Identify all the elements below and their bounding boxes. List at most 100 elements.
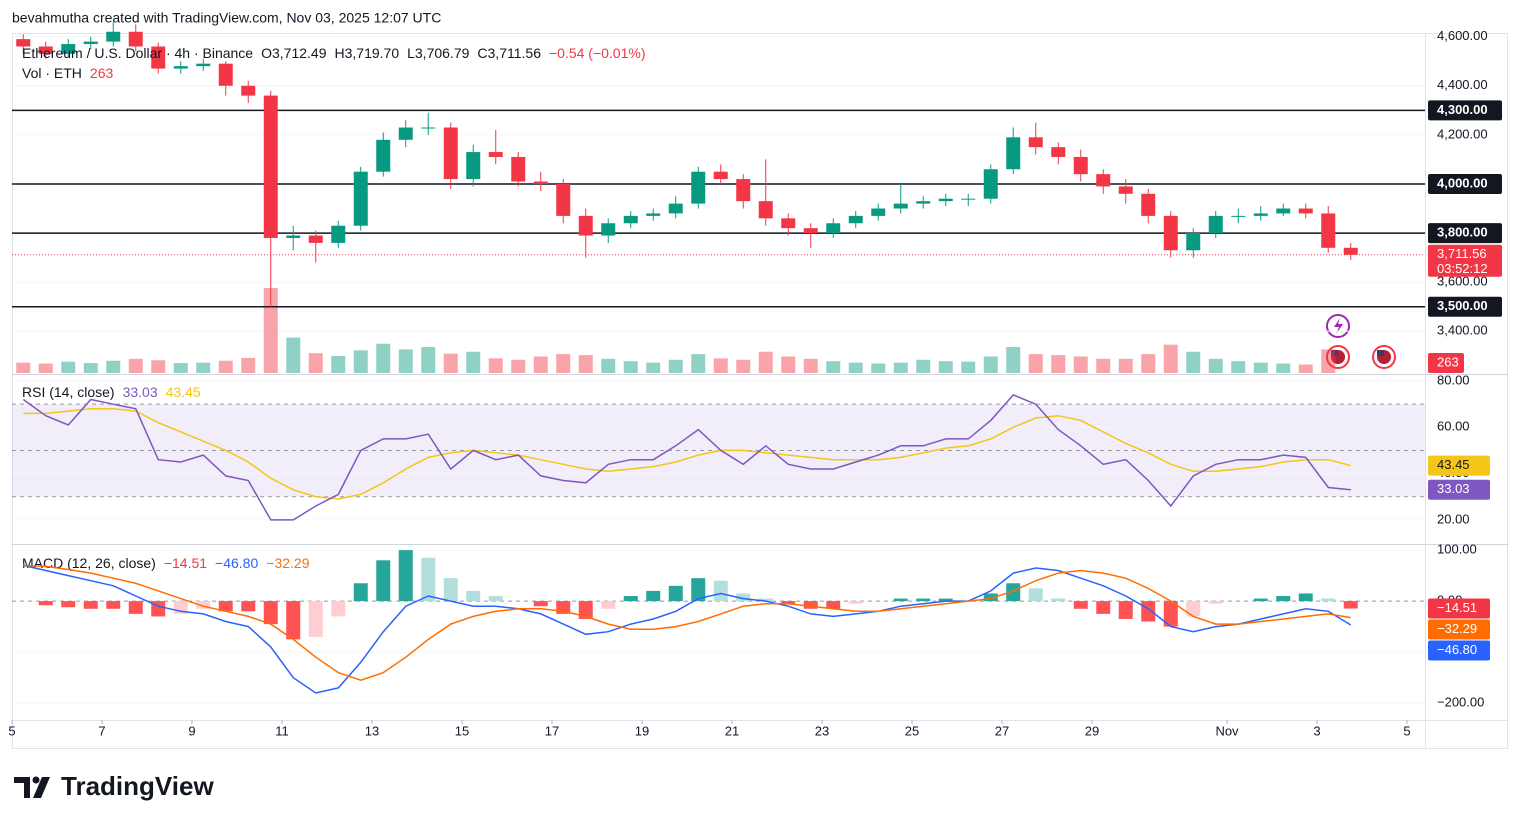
legend-item: O3,712.49 [261, 45, 327, 61]
histogram-bar [1073, 601, 1088, 609]
histogram-bar [421, 557, 436, 602]
volume-bar [196, 362, 211, 373]
volume-bar [893, 362, 908, 373]
candle-body [961, 198, 976, 200]
volume-bar [781, 356, 796, 373]
x-tick-label: 5 [1403, 723, 1410, 738]
indicator-line [23, 564, 1351, 681]
histogram-bar [1343, 601, 1358, 609]
candle-body [1096, 174, 1111, 187]
legend-item: 263 [90, 65, 114, 81]
volume-bar [1073, 356, 1088, 373]
legend-value: 33.03 [123, 384, 158, 400]
histogram-bar [646, 590, 661, 602]
volume-bar [983, 356, 998, 373]
histogram-bar [1006, 583, 1021, 602]
histogram-bar [916, 598, 931, 602]
histogram-bar [466, 590, 481, 602]
volume-bar [578, 355, 593, 373]
legend-item: Vol · ETH [22, 65, 82, 81]
volume-bar [286, 337, 301, 373]
candle-body [1073, 156, 1088, 175]
histogram-bar [1118, 601, 1133, 619]
y-tick-label: 60.00 [1437, 419, 1470, 434]
volume-bar [421, 347, 436, 373]
candle-body [803, 228, 818, 234]
histogram-bar [691, 578, 706, 602]
candle-body [1343, 247, 1358, 255]
y-tick-label: 4,600.00 [1437, 28, 1488, 43]
histogram-bar [1051, 598, 1066, 602]
candle-body [916, 201, 931, 204]
histogram-bar [736, 593, 751, 602]
histogram-bar [1141, 601, 1156, 622]
level-label: 4,000.00 [1437, 175, 1488, 190]
candle-body [601, 223, 616, 236]
volume-bar [646, 362, 661, 373]
histogram-bar [263, 601, 278, 625]
value-label-box [1428, 479, 1490, 500]
legend-value: 43.45 [166, 384, 201, 400]
candle-body [398, 127, 413, 140]
histogram-bar [1096, 601, 1111, 614]
candle-body [1186, 233, 1201, 251]
histogram-bar [353, 583, 368, 602]
histogram-bar [893, 598, 908, 602]
candle-body [691, 171, 706, 204]
histogram-bar [578, 601, 593, 619]
level-label: 3,800.00 [1437, 225, 1488, 240]
candle-body [1253, 213, 1268, 216]
volume-bar [241, 357, 256, 373]
histogram-bar [803, 601, 818, 609]
histogram-bar [241, 601, 256, 612]
legend-item: Ethereum / U.S. Dollar · 4h · Binance [22, 45, 253, 61]
histogram-bar [196, 601, 211, 609]
histogram-bar [826, 601, 841, 609]
volume-bar [353, 350, 368, 373]
candle-body [1298, 208, 1313, 214]
volume-bar [533, 356, 548, 373]
histogram-bar [398, 550, 413, 602]
histogram-bar [938, 598, 953, 602]
candle-body [1163, 215, 1178, 251]
histogram-bar [286, 601, 301, 640]
candle-body [1231, 215, 1246, 217]
candle-body [353, 171, 368, 226]
histogram-bar [308, 601, 323, 637]
y-tick-label: 20.00 [1437, 511, 1470, 526]
volume-bar [556, 354, 571, 373]
value-label-box [1428, 598, 1490, 619]
candle-body [1141, 193, 1156, 216]
chart-frame [12, 33, 1508, 749]
brand-name: TradingView [61, 771, 214, 801]
candle-body [1208, 215, 1223, 234]
y-tick-label: 3,400.00 [1437, 323, 1488, 338]
volume-legend: Vol · ETH 263 [22, 65, 113, 81]
candle-body [151, 46, 166, 69]
volume-bar [1186, 351, 1201, 373]
volume-bar [38, 363, 53, 373]
histogram-bar [443, 578, 458, 602]
candle-body [893, 203, 908, 209]
legend: Ethereum / U.S. Dollar · 4h · Binance O3,… [22, 45, 646, 61]
volume-bar [1253, 362, 1268, 373]
legend: RSI (14, close) 33.03 43.45 [22, 384, 201, 400]
value-label-box [1428, 619, 1490, 640]
volume-bar [623, 361, 638, 373]
volume-bar [83, 363, 98, 373]
histogram-bar [376, 560, 391, 602]
volume-bar [1276, 363, 1291, 373]
candle-body [713, 171, 728, 180]
candle-body [83, 41, 98, 45]
volume-bar [1141, 354, 1156, 373]
volume-bar [1051, 355, 1066, 373]
volume-bar [128, 358, 143, 373]
histogram-bar [106, 601, 121, 609]
x-tick-label: 23 [815, 723, 829, 738]
x-tick-label: 21 [725, 723, 739, 738]
volume-bar [151, 360, 166, 373]
candle-body [1028, 137, 1043, 148]
icon-bolt [1334, 318, 1343, 334]
candle-body [61, 44, 76, 54]
candle-body [511, 156, 526, 182]
